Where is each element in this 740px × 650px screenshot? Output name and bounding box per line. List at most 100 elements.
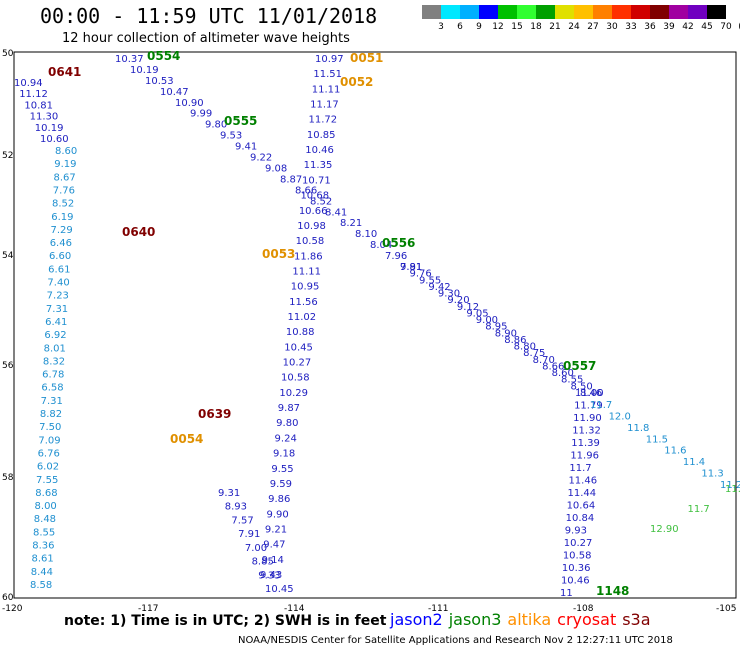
wave-height-value: 11.35 [304, 160, 333, 171]
wave-height-value: 10.46 [561, 576, 590, 587]
axis-ticks: -120 -117 -114 -111 -108 -105 50 52 54 56 58 60 [2, 49, 736, 614]
colorbar-label: 24 [568, 22, 580, 32]
colorbar-label: 42 [682, 22, 694, 32]
wave-height-value: 11.72 [309, 115, 338, 126]
wave-height-value: 8.93 [225, 502, 247, 513]
wave-height-value: 10.19 [130, 65, 159, 76]
wave-height-value: 8.50 [571, 381, 593, 392]
wave-height-value: 11.51 [313, 69, 342, 80]
wave-height-value: 6.58 [41, 383, 63, 394]
y-tick-label: 50 [2, 49, 14, 59]
x-tick-label: -108 [573, 604, 594, 614]
colorbar-swatch [707, 5, 726, 19]
colorbar-label: 15 [511, 22, 523, 32]
satellite-legend-item: altika [507, 610, 552, 629]
wave-height-value: 9.55 [271, 464, 293, 475]
pass-time-label: 0554 [147, 49, 180, 63]
wave-height-value: 11.7 [590, 400, 612, 411]
wave-height-value: 10.88 [286, 327, 315, 338]
wave-height-value: 7.23 [47, 291, 69, 302]
satellite-legend-item: jason2 [390, 610, 443, 629]
wave-height-value: 8.55 [33, 527, 55, 538]
y-tick-label: 60 [2, 593, 14, 603]
colorbar-label: 36 [644, 22, 656, 32]
wave-height-value: 11.3 [725, 484, 740, 495]
wave-height-value: 8.01 [44, 343, 66, 354]
x-tick-label: -120 [2, 604, 23, 614]
wave-height-value: 11.46 [568, 476, 597, 487]
wave-height-value: 8.95 [485, 322, 507, 333]
wave-height-value: 6.41 [45, 317, 67, 328]
wave-height-value: 10.53 [145, 76, 174, 87]
wave-height-value: 11.56 [289, 297, 318, 308]
wave-height-value: 9.05 [466, 308, 488, 319]
wave-height-value: 9.80 [205, 120, 227, 131]
wave-height-value: 9.18 [273, 449, 295, 460]
wave-height-value: 8.36 [32, 541, 54, 552]
wave-height-value: 11.39 [571, 438, 600, 449]
wave-height-value: 7.55 [36, 475, 58, 486]
wave-height-value: 11.86 [294, 251, 323, 262]
wave-height-value: 8.48 [34, 514, 56, 525]
colorbar-label: 45 [701, 22, 713, 32]
wave-height-value: 10.58 [296, 236, 325, 247]
wave-height-value: 9.47 [263, 540, 285, 551]
wave-height-value: 8.58 [30, 580, 52, 591]
wave-height-value: 10.68 [300, 191, 329, 202]
wave-height-value: 10.85 [307, 130, 336, 141]
pass-time-label: 0054 [170, 432, 203, 446]
wave-height-value: 11.11 [312, 84, 341, 95]
x-tick-label: -114 [284, 604, 305, 614]
altimeter-tracks: 10.9411.1210.8111.3010.1910.6010.3710.19… [14, 54, 740, 599]
wave-height-value: 11.8 [627, 423, 649, 434]
wave-height-value: 12.0 [609, 411, 631, 422]
wave-height-value: 11.79 [574, 401, 603, 412]
wave-height-value: 7.81 [400, 262, 422, 273]
wave-height-value: 7.29 [50, 225, 72, 236]
pass-time-label: 0556 [382, 236, 415, 250]
colorbar-swatch [631, 5, 650, 19]
colorbar-swatch [498, 5, 517, 19]
wave-height-value: 11.12 [19, 89, 48, 100]
wave-height-value: 9.86 [268, 494, 290, 505]
wave-height-value: 7.91 [238, 529, 260, 540]
wave-height-value: 9.21 [265, 524, 287, 535]
wave-height-value: 9.30 [438, 289, 460, 300]
pass-time-label: 0641 [48, 65, 81, 79]
colorbar-swatch [555, 5, 574, 19]
wave-height-value: 8.70 [533, 355, 555, 366]
pass-time-label: 0640 [122, 225, 155, 239]
wave-height-value: 11.2 [720, 480, 740, 491]
pass-time-label: 0053 [262, 247, 295, 261]
wave-height-value: 11.02 [288, 312, 317, 323]
y-tick-label: 52 [2, 151, 13, 161]
wave-height-value: 10.29 [279, 388, 308, 399]
wave-height-value: 11.90 [573, 413, 602, 424]
pass-time-label: 1148 [596, 584, 629, 598]
colorbar-swatch [422, 5, 441, 19]
wave-height-value: 10.27 [564, 538, 593, 549]
wave-height-value: 8.32 [43, 356, 65, 367]
wave-height-value: 11.11 [292, 266, 321, 277]
wave-height-value: 6.60 [49, 251, 71, 262]
wave-height-value: 8.87 [280, 174, 302, 185]
wave-height-value: 9.59 [270, 479, 292, 490]
pass-labels: 0641 0554 0051 0052 0555 0640 0053 0556 0557 0639… [48, 49, 629, 598]
wave-height-value: 11.32 [572, 426, 601, 437]
wave-height-value: 6.02 [37, 462, 59, 473]
wave-height-value: 8.10 [355, 229, 377, 240]
wave-height-value: 9.99 [190, 109, 212, 120]
wave-height-value: 11.30 [30, 112, 59, 123]
colorbar-swatch [612, 5, 631, 19]
wave-height-value: 7.00 [245, 543, 267, 554]
wave-height-value: 8.80 [514, 342, 536, 353]
x-tick-label: -117 [138, 604, 158, 614]
wave-height-value: 7.57 [231, 515, 253, 526]
wave-height-value: 7.09 [38, 435, 60, 446]
colorbar-label: 30 [606, 22, 618, 32]
wave-height-value: 9.19 [54, 159, 76, 170]
wave-height-value: 6.92 [44, 330, 66, 341]
wave-height-value: 11.5 [646, 434, 668, 445]
wave-height-value: 8.44 [31, 567, 53, 578]
